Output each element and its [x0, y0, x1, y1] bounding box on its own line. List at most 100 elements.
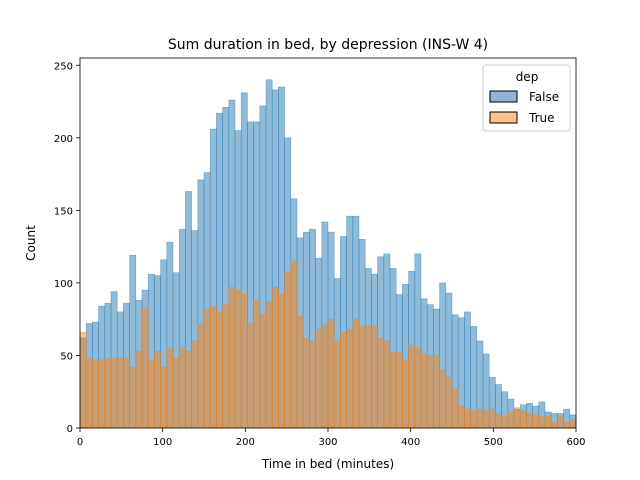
legend-label-true: True — [528, 111, 555, 125]
bar-true — [371, 326, 378, 429]
bar-true — [309, 340, 316, 429]
bar-true — [420, 353, 428, 429]
bar-true — [513, 407, 521, 429]
bar-true — [92, 359, 99, 429]
bar-true — [216, 311, 223, 429]
bar-true — [178, 347, 186, 429]
bar-true — [296, 315, 304, 429]
x-tick-label: 100 — [153, 437, 172, 448]
bar-true — [519, 410, 527, 429]
bar-true — [550, 421, 558, 429]
bar-true — [290, 260, 298, 429]
bar-true — [488, 408, 496, 429]
x-tick-label: 200 — [236, 437, 255, 448]
bar-true — [197, 323, 205, 429]
bar-true — [110, 358, 118, 429]
bar-true — [544, 416, 552, 429]
y-tick-label: 100 — [54, 279, 73, 290]
bar-true — [364, 326, 372, 429]
axes: 0 100 200 300 400 500 600 0 50 100 150 200 250 — [54, 57, 586, 448]
bar-true — [346, 329, 354, 429]
bar-true — [538, 416, 546, 429]
bar-true — [160, 366, 168, 429]
bar-true — [476, 408, 484, 429]
legend-title: dep — [516, 70, 539, 84]
bar-true — [228, 286, 236, 429]
bar-true — [464, 408, 471, 429]
bar-true — [104, 358, 112, 429]
y-axis-label: Count — [24, 225, 38, 261]
bar-true — [172, 358, 180, 429]
bar-true — [327, 318, 335, 429]
bar-true — [352, 318, 360, 429]
bar-true — [79, 331, 87, 429]
bar-true — [557, 416, 564, 429]
legend-swatch-false — [489, 90, 518, 103]
bar-true — [445, 376, 453, 429]
y-tick-label: 200 — [54, 134, 73, 145]
bar-true — [340, 331, 347, 429]
bar-true — [532, 414, 540, 429]
bar-true — [135, 350, 143, 429]
bar-true — [191, 340, 199, 429]
bar-true — [271, 286, 279, 429]
bar-true — [240, 294, 248, 429]
bar-true — [426, 355, 434, 429]
bar-true — [85, 358, 93, 429]
bar-true — [377, 337, 385, 429]
bar-true — [209, 305, 217, 429]
x-tick-label: 0 — [77, 437, 83, 448]
bar-true — [123, 358, 130, 429]
bar-true — [259, 314, 267, 429]
bar-true — [495, 413, 502, 429]
bar-true — [265, 301, 273, 429]
x-axis-label: Time in bed (minutes) — [261, 457, 394, 471]
bar-true — [203, 308, 211, 429]
bar-true — [278, 294, 285, 429]
bar-true — [154, 350, 161, 429]
bar-true — [563, 421, 571, 429]
series-true — [79, 260, 577, 429]
bar-true — [302, 337, 310, 429]
bar-true — [482, 410, 490, 429]
y-tick-label: 150 — [54, 206, 73, 217]
bar-true — [383, 340, 391, 429]
y-tick-label: 250 — [54, 61, 73, 72]
x-tick-label: 600 — [566, 437, 585, 448]
legend-label-false: False — [529, 90, 559, 104]
bar-true — [147, 359, 155, 429]
bar-true — [98, 359, 106, 429]
x-tick-label: 500 — [484, 437, 503, 448]
bar-true — [526, 413, 533, 429]
bar-true — [395, 352, 403, 429]
chart-title: Sum duration in bed, by depression (INS-… — [168, 37, 488, 53]
bar-true — [457, 405, 465, 429]
bar-true — [253, 300, 261, 429]
bar-true — [414, 347, 422, 429]
x-tick-label: 400 — [401, 437, 420, 448]
y-tick-label: 0 — [67, 424, 73, 435]
bar-true — [333, 340, 341, 429]
legend: dep False True — [482, 64, 571, 132]
bar-true — [569, 418, 577, 429]
bar-true — [358, 326, 366, 429]
bar-true — [284, 272, 292, 429]
bar-true — [185, 350, 192, 429]
bar-true — [507, 411, 515, 429]
bar-true — [222, 304, 230, 429]
bar-true — [433, 355, 440, 429]
bar-true — [501, 416, 509, 429]
legend-swatch-true — [489, 111, 518, 124]
bar-true — [129, 366, 137, 429]
bar-true — [439, 369, 447, 429]
bar-true — [141, 307, 149, 429]
bar-true — [321, 324, 329, 429]
bar-true — [408, 344, 416, 429]
bar-true — [451, 388, 459, 429]
bar-true — [470, 410, 478, 429]
y-tick-label: 50 — [60, 351, 73, 362]
bar-true — [116, 358, 124, 429]
x-tick-label: 300 — [318, 437, 337, 448]
bar-true — [402, 359, 409, 429]
